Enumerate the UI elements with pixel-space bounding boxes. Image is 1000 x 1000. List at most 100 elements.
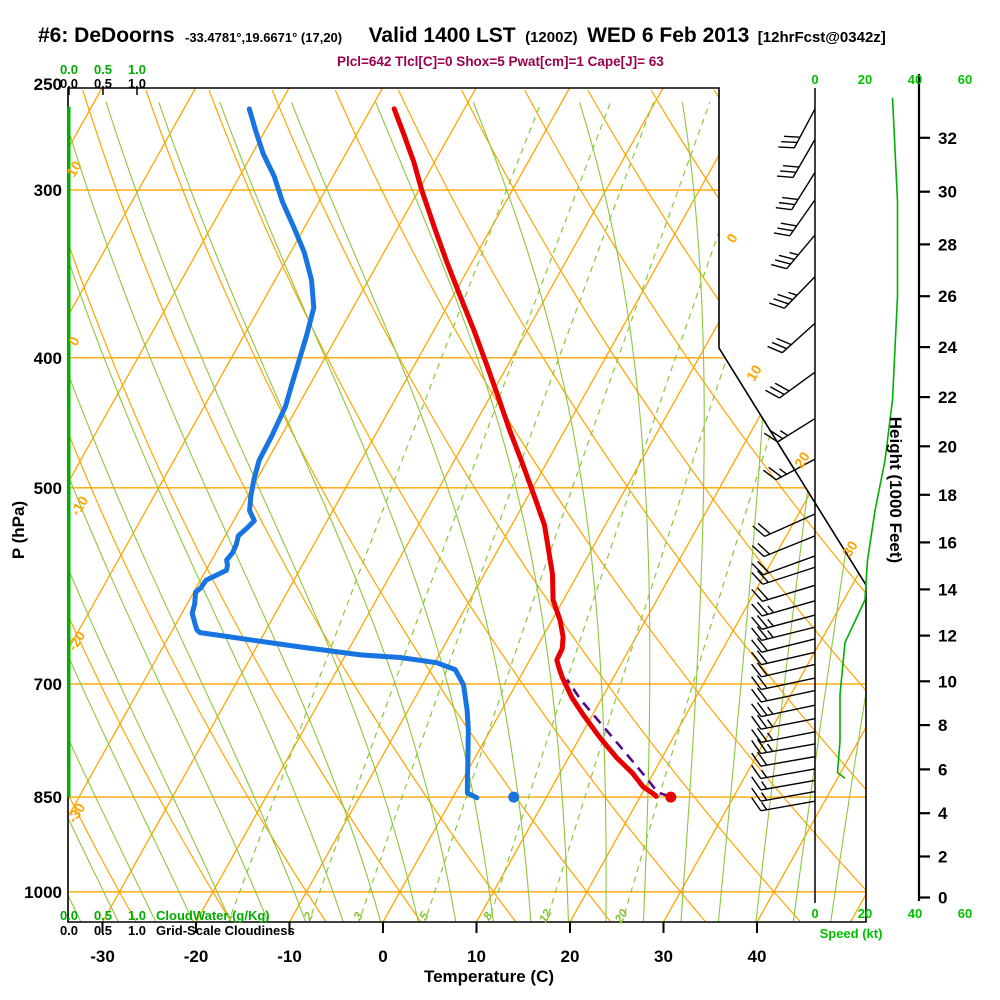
barb-half-feather	[761, 801, 768, 811]
moist-adiabat-line	[68, 299, 308, 922]
height-axis-title: Height (1000 Feet)	[886, 417, 905, 563]
cloudiness-scale-top: 1.0	[128, 76, 146, 91]
barb-feather	[751, 797, 762, 812]
moist-adiabat-line	[680, 102, 705, 922]
dry-adiabat-edge-label: 10	[63, 158, 85, 180]
barb-feather	[751, 688, 762, 703]
cloudiness-scale-top: 0.0	[60, 76, 78, 91]
height-tick-label: 8	[938, 716, 947, 735]
barb-feather	[751, 627, 763, 641]
barb-shaft	[762, 584, 816, 603]
cloudiness-scale-bottom: 0.5	[94, 923, 112, 938]
barb-feather	[756, 702, 768, 716]
mixing-ratio-line	[227, 101, 542, 922]
forecast-tag: [12hrFcst@0342z]	[757, 29, 886, 46]
barb-shaft	[760, 717, 816, 730]
moist-adiabat-line	[829, 216, 866, 922]
height-tick-label: 14	[938, 580, 957, 599]
barb-feather	[779, 170, 797, 173]
barb-feather	[775, 207, 792, 211]
isotherm-line	[849, 88, 866, 922]
speed-tick-label-bottom: 0	[811, 906, 818, 921]
barb-feather	[751, 776, 762, 791]
barb-feather	[756, 714, 768, 729]
moist-adiabat-line	[68, 682, 158, 922]
wind-barb	[763, 417, 816, 443]
barb-feather	[763, 432, 779, 443]
temp-tick-label: 0	[378, 947, 387, 966]
speed-tick-label-bottom: 60	[958, 906, 972, 921]
speed-tick-label-top: 20	[858, 72, 872, 87]
parcel-ascent-trace	[566, 678, 670, 798]
barb-feather	[778, 201, 795, 206]
wind-barb	[751, 797, 816, 812]
pressure-axis-title: P (hPa)	[9, 501, 28, 559]
barb-shaft	[761, 638, 816, 653]
height-tick-label: 6	[938, 760, 947, 779]
moist-adiabat-line	[868, 457, 949, 925]
barb-shaft	[761, 663, 816, 678]
isotherm-line	[195, 88, 664, 922]
barb-feather	[782, 196, 799, 201]
wind-barb	[751, 687, 816, 703]
wind-barb	[751, 650, 816, 666]
wind-barb	[771, 234, 816, 270]
barb-shaft	[763, 555, 816, 576]
dry-adiabat-edge-label: -10	[67, 493, 91, 519]
cloudiness-scale-bottom: 1.0	[128, 923, 146, 938]
height-tick-label: 16	[938, 533, 957, 552]
moist-adiabat-line	[41, 916, 45, 925]
barb-feather	[774, 259, 791, 265]
wind-barb	[751, 662, 816, 678]
wind-barb	[751, 787, 816, 802]
moist-adiabat-line	[68, 839, 83, 922]
cloudwater-scale-top: 1.0	[128, 62, 146, 77]
barb-feather	[756, 570, 769, 583]
wind-barb	[751, 626, 816, 642]
barb-feather	[751, 562, 764, 576]
height-tick-label: 28	[938, 235, 957, 254]
cloudwater-scale-bottom: 0.5	[94, 908, 112, 923]
moist-adiabat-line	[158, 102, 457, 922]
speed-tick-label-bottom: 20	[858, 906, 872, 921]
cloudiness-axis-title: Grid-Scale Cloudiness	[156, 923, 295, 938]
cloudiness-scale-top: 0.5	[94, 76, 112, 91]
wind-speed-trace	[836, 97, 899, 779]
barb-feather	[751, 639, 763, 653]
barb-feather	[751, 740, 762, 754]
wind-barb	[751, 555, 816, 576]
dry-adiabat-line	[208, 89, 707, 922]
barb-half-feather	[761, 792, 768, 801]
moist-adiabat-line	[68, 595, 196, 922]
wind-barb	[751, 702, 816, 718]
barb-shaft	[760, 743, 816, 755]
temp-tick-label: 30	[654, 947, 673, 966]
moist-adiabat-line	[472, 101, 607, 922]
barb-half-feather	[788, 291, 798, 296]
barb-feather	[756, 675, 768, 689]
barb-shaft	[783, 276, 816, 309]
barb-feather	[771, 341, 788, 350]
barb-shaft	[793, 108, 816, 149]
temp-tick-label: -20	[184, 947, 209, 966]
barb-feather	[751, 651, 762, 666]
barb-feather	[767, 345, 783, 354]
barb-shaft	[763, 535, 816, 558]
wind-barb	[776, 139, 816, 179]
barb-shaft	[761, 689, 816, 703]
barb-shaft	[786, 234, 816, 270]
height-tick-label: 18	[938, 486, 957, 505]
barb-feather	[776, 175, 794, 179]
barb-shaft	[777, 417, 816, 443]
wind-barb	[751, 614, 816, 630]
barb-feather	[751, 765, 762, 779]
wind-barb	[773, 199, 816, 237]
chart-title: #6: DeDoorns -33.4781°,19.6671° (17,20) …	[38, 24, 886, 48]
barb-half-feather	[789, 251, 799, 256]
height-tick-label: 26	[938, 287, 957, 306]
wind-barb	[767, 322, 816, 354]
barb-feather	[778, 146, 795, 149]
dry-adiabat-line	[524, 89, 866, 922]
barb-feather	[777, 293, 793, 301]
